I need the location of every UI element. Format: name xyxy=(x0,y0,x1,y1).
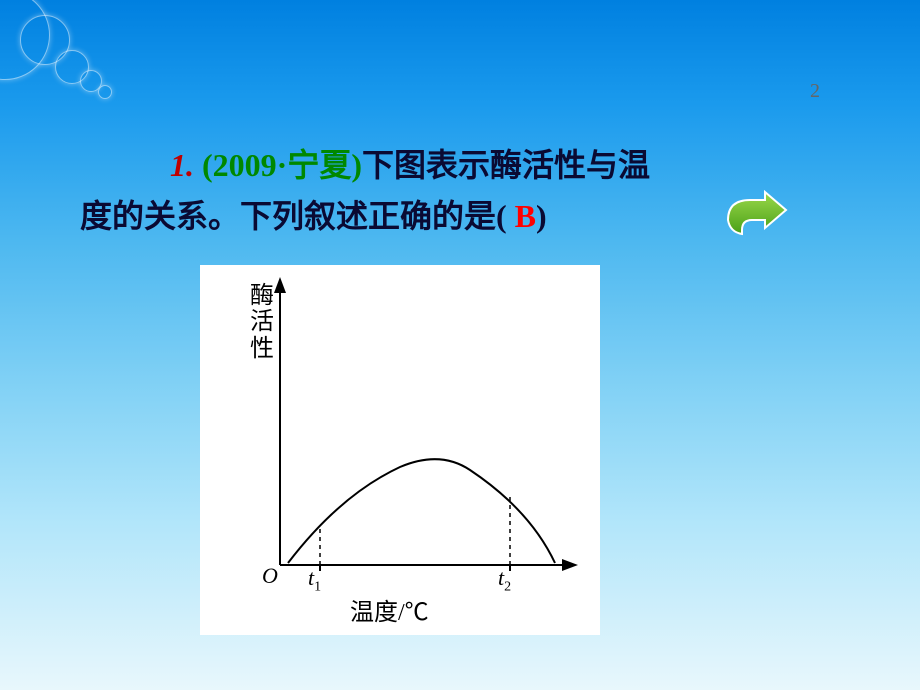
tick-t1: t1 xyxy=(308,565,321,595)
question-number: 1. xyxy=(170,147,194,183)
next-arrow-icon[interactable] xyxy=(720,190,790,250)
flare-bubble xyxy=(98,85,112,99)
question-source-year: (2009· xyxy=(202,147,287,183)
answer-letter: B xyxy=(515,198,536,234)
x-axis-label: 温度/℃ xyxy=(350,592,429,627)
question-text-part1: 下图表示酶活性与温 xyxy=(362,147,650,183)
question-source-place: 宁夏 xyxy=(287,147,351,183)
question-text-part2: 度的关系。下列叙述正确的是( xyxy=(80,198,507,234)
page-number: 2 xyxy=(810,80,820,103)
question-source-close: ) xyxy=(351,147,362,183)
enzyme-activity-chart: 酶活性 温度/℃ O t1 t2 xyxy=(200,265,600,635)
tick-t2: t2 xyxy=(498,565,511,595)
question-text-close: ) xyxy=(536,198,547,234)
y-axis-label: 酶活性 xyxy=(250,283,274,362)
origin-label: O xyxy=(262,563,278,589)
